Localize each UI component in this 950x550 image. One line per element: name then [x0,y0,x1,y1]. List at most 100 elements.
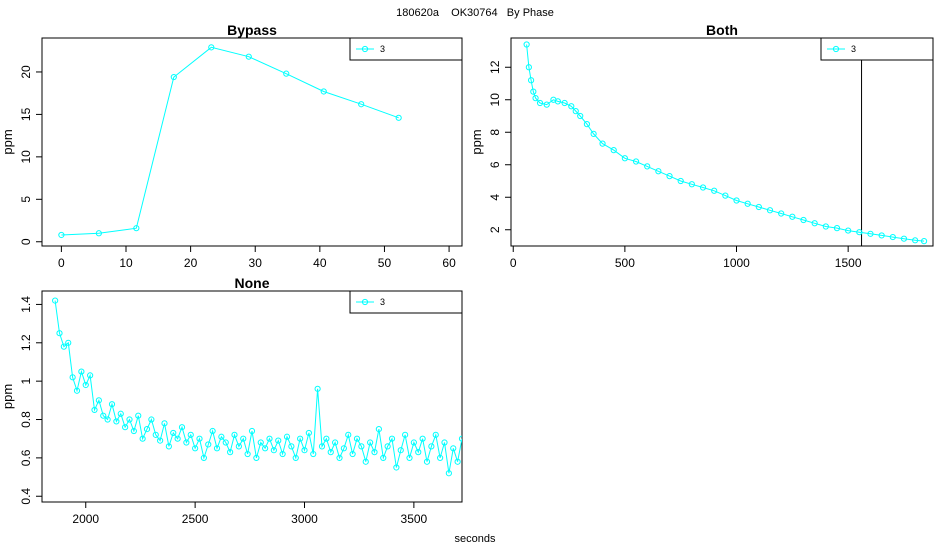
figure-suptitle: 180620a OK30764 By Phase [396,7,554,19]
x-tick-label: 2000 [72,512,99,526]
plot-frame [41,290,463,503]
y-tick-label: 10 [19,150,33,164]
data-point [196,435,203,442]
data-point [402,431,409,438]
data-point [297,435,304,442]
series-line [61,46,399,236]
data-point [441,439,448,446]
y-axis-label: ppm [0,384,15,409]
data-point [536,99,544,107]
y-axis-label: ppm [469,129,484,154]
data-point [432,431,439,438]
data-point [218,433,225,440]
data-point [755,203,762,211]
data-point [69,374,76,381]
chart-title: Both [706,22,738,38]
data-point [610,147,617,154]
data-point [655,168,662,175]
data-point [332,439,339,446]
data-point [327,449,334,456]
data-point [419,435,426,442]
series-group [52,297,462,477]
data-point [227,449,234,456]
y-tick-label: 0.6 [19,449,33,466]
legend: 3 [349,37,463,61]
legend-point-swatch [361,298,369,306]
x-tick-label: 10 [119,256,133,270]
data-point [920,238,928,245]
data-point [568,103,575,110]
y-tick-label: 6 [488,161,502,168]
y-tick-label: 2 [488,226,502,233]
data-point [523,41,530,48]
legend: 3 [820,37,934,61]
data-point [323,435,330,442]
series-line [54,300,462,474]
data-point [428,443,435,450]
data-point [318,443,326,450]
data-point [437,454,444,461]
data-point [60,343,67,350]
figure-xlabel: seconds [455,533,496,545]
data-point [778,210,785,217]
x-tick-label: 50 [378,256,392,270]
data-point [867,230,874,237]
data-point [340,445,347,452]
data-point [292,454,299,461]
data-point [200,454,207,461]
data-point [833,225,841,232]
data-point [393,464,400,471]
data-point [345,431,352,438]
data-point [248,427,256,435]
data-point [349,450,356,458]
data-point [527,77,535,84]
data-point [288,443,295,450]
y-tick-label: 0 [19,238,33,245]
legend-entry-label: 3 [851,44,856,54]
data-point [231,431,238,438]
x-tick-label: 500 [615,256,635,270]
data-point [800,216,807,224]
data-point [310,450,317,458]
data-point [52,297,59,304]
data-point [178,424,186,431]
data-point [388,435,396,442]
y-axis-label: ppm [0,129,15,154]
y-tick-label: 4 [488,194,502,201]
x-tick-label: 1000 [723,256,750,270]
data-point [174,435,181,442]
data-point [65,339,72,346]
data-point [170,73,177,81]
data-point [305,429,312,437]
data-point [279,450,286,458]
legend-entry-label: 3 [380,44,385,54]
y-tick-label: 1 [19,377,33,384]
x-tick-label: 60 [442,256,456,270]
data-point [525,64,532,71]
data-point [554,98,561,105]
x-tick-label: 0 [58,256,65,270]
plot-frame [41,37,463,247]
legend-box [820,37,934,61]
data-point [126,416,133,423]
data-point [336,454,343,461]
data-point [371,449,378,456]
data-point [572,108,579,115]
y-tick-label: 15 [19,107,33,121]
legend-entry-label: 3 [380,297,385,307]
data-point [244,450,251,458]
data-point [187,431,194,438]
data-point [375,426,382,433]
data-point [445,470,452,477]
data-point [599,140,606,147]
x-tick-label: 20 [184,256,198,270]
data-point [415,449,422,456]
y-tick-label: 0.8 [19,411,33,428]
y-tick-label: 0.4 [19,488,33,505]
data-point [543,101,550,108]
data-point [73,387,81,394]
data-point [699,184,707,191]
data-point [183,439,190,446]
data-point [450,445,457,452]
data-point [320,88,327,95]
